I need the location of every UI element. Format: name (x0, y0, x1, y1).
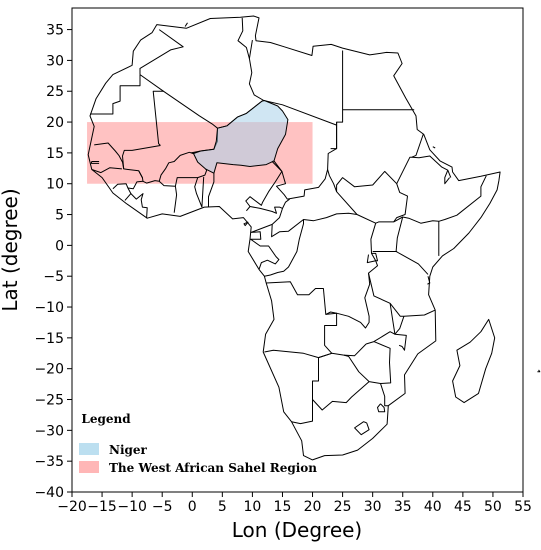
country-border (208, 173, 215, 207)
niger-layer (193, 100, 289, 174)
country-border (291, 399, 313, 425)
y-tick-label: 35 (46, 23, 64, 39)
country-border (273, 125, 338, 200)
y-tick-label: −10 (34, 300, 64, 316)
y-tick-label: −5 (43, 269, 64, 285)
x-tick-label: 10 (243, 499, 261, 515)
country-border (173, 177, 203, 213)
x-tick-label: −20 (57, 499, 87, 515)
country-border (250, 223, 280, 270)
country-border (91, 167, 122, 174)
x-tick-label: 0 (188, 499, 197, 515)
y-tick-label: 0 (55, 238, 64, 254)
country-border (330, 122, 338, 150)
x-tick-label: 40 (424, 499, 442, 515)
country-border (368, 223, 436, 317)
y-axis: −40 −35 −30 −25 −20 −15 −10 −5 0 5 10 15 20 25 30 35 (34, 23, 72, 501)
x-tick-label: 45 (454, 499, 472, 515)
legend-label-niger: Niger (109, 443, 148, 457)
x-tick-label: 15 (274, 499, 292, 515)
legend: Legend Niger The West African Sahel Regi… (79, 412, 317, 475)
country-border (336, 273, 371, 329)
country-border (444, 170, 450, 185)
y-tick-label: −30 (34, 423, 64, 439)
y-tick-label: −25 (34, 393, 64, 409)
country-border (365, 316, 405, 345)
country-border (246, 206, 304, 277)
plot-area (71, 7, 541, 493)
country-border (389, 303, 407, 351)
country-border (303, 212, 358, 222)
country-border (354, 421, 370, 436)
y-tick-label: 10 (46, 177, 64, 193)
x-axis: −20 −15 −10 −5 0 5 10 15 20 25 30 35 40 45 50 55 (57, 492, 532, 515)
y-tick-label: 15 (46, 146, 64, 162)
country-border (366, 252, 378, 264)
y-tick-label: 20 (46, 115, 64, 131)
x-tick-label: 50 (484, 499, 502, 515)
country-border (380, 383, 389, 407)
country-border (264, 281, 338, 359)
country-border (124, 193, 148, 219)
y-tick-label: −40 (34, 485, 64, 501)
country-border (263, 50, 344, 126)
country-border (201, 176, 205, 208)
x-tick-label: 5 (218, 499, 227, 515)
country-border (336, 133, 424, 192)
y-tick-label: −20 (34, 362, 64, 378)
y-tick-label: −35 (34, 454, 64, 470)
island-outline (432, 146, 436, 149)
x-tick-label: −15 (87, 499, 117, 515)
y-tick-label: −15 (34, 331, 64, 347)
country-border (343, 343, 367, 357)
country-border (139, 74, 164, 146)
island-outline (184, 22, 188, 27)
island-outline (243, 221, 249, 227)
legend-swatch-niger (79, 443, 99, 455)
country-border (90, 161, 100, 164)
x-tick-label: −5 (152, 499, 173, 515)
country-border (393, 183, 408, 223)
country-border (138, 170, 176, 187)
y-tick-label: 5 (55, 208, 64, 224)
country-border (127, 180, 144, 190)
country-border (327, 169, 487, 224)
x-tick-label: 55 (514, 499, 532, 515)
africa-countries-layer (87, 15, 541, 461)
y-tick-label: 25 (46, 84, 64, 100)
legend-title: Legend (81, 412, 131, 426)
country-border (112, 183, 132, 194)
country-border (90, 74, 141, 115)
x-tick-label: 30 (364, 499, 382, 515)
x-tick-label: 20 (304, 499, 322, 515)
country-border (377, 403, 386, 413)
africa-coastline (87, 15, 501, 461)
island-outline (427, 276, 431, 285)
country-border (245, 160, 283, 207)
x-tick-label: 35 (394, 499, 412, 515)
x-axis-title: Lon (Degree) (232, 518, 362, 542)
madagascar-outline (452, 318, 496, 404)
country-border (325, 311, 337, 315)
y-tick-label: 30 (46, 53, 64, 69)
country-border (411, 155, 452, 178)
country-border (122, 145, 161, 178)
legend-label-sahel: The West African Sahel Region (109, 461, 317, 475)
country-border (282, 198, 290, 209)
country-border (158, 151, 194, 182)
niger-shape (193, 100, 289, 174)
x-tick-label: 25 (334, 499, 352, 515)
x-tick-label: −10 (117, 499, 147, 515)
legend-swatch-sahel (79, 461, 99, 473)
country-border (395, 251, 429, 275)
y-axis-title: Lat (degree) (0, 188, 22, 311)
country-border (237, 17, 250, 59)
country-border (139, 29, 184, 75)
island-outline (537, 369, 541, 373)
